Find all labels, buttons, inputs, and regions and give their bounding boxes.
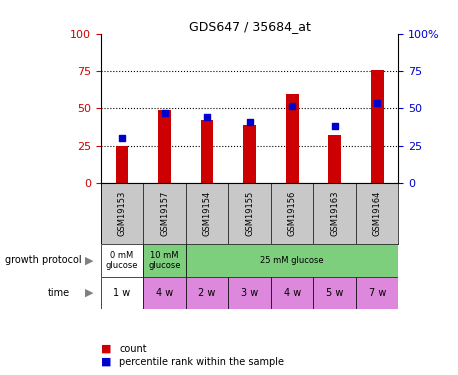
Bar bbox=[286, 93, 299, 183]
Text: ▶: ▶ bbox=[85, 255, 93, 266]
Bar bbox=[115, 146, 128, 183]
Text: GSM19156: GSM19156 bbox=[288, 191, 297, 236]
Text: ■: ■ bbox=[101, 357, 111, 367]
Bar bbox=[371, 70, 383, 183]
Text: ▶: ▶ bbox=[85, 288, 93, 298]
Text: growth protocol: growth protocol bbox=[5, 255, 81, 266]
Bar bbox=[101, 277, 143, 309]
Bar bbox=[328, 135, 341, 183]
Text: GSM19164: GSM19164 bbox=[373, 191, 382, 236]
Text: GSM19163: GSM19163 bbox=[330, 191, 339, 236]
Text: percentile rank within the sample: percentile rank within the sample bbox=[119, 357, 284, 367]
Text: 1 w: 1 w bbox=[114, 288, 131, 298]
Text: 10 mM
glucose: 10 mM glucose bbox=[148, 251, 181, 270]
Bar bbox=[356, 277, 398, 309]
Text: 2 w: 2 w bbox=[198, 288, 216, 298]
Bar bbox=[229, 277, 271, 309]
Text: 25 mM glucose: 25 mM glucose bbox=[260, 256, 324, 265]
Point bbox=[118, 135, 125, 141]
Point bbox=[203, 114, 211, 120]
Bar bbox=[201, 120, 213, 183]
Text: ■: ■ bbox=[101, 344, 111, 354]
Bar bbox=[143, 277, 186, 309]
Text: GSM19154: GSM19154 bbox=[202, 191, 212, 236]
Bar bbox=[186, 244, 398, 277]
Text: 5 w: 5 w bbox=[326, 288, 344, 298]
Bar bbox=[313, 277, 356, 309]
Text: time: time bbox=[48, 288, 70, 298]
Bar bbox=[186, 277, 229, 309]
Text: GSM19153: GSM19153 bbox=[118, 191, 126, 236]
Point bbox=[289, 102, 296, 108]
Bar bbox=[243, 125, 256, 183]
Title: GDS647 / 35684_at: GDS647 / 35684_at bbox=[189, 20, 311, 33]
Text: count: count bbox=[119, 344, 147, 354]
Bar bbox=[271, 277, 313, 309]
Point bbox=[374, 99, 381, 105]
Point bbox=[161, 110, 168, 116]
Text: 0 mM
glucose: 0 mM glucose bbox=[106, 251, 138, 270]
Text: 3 w: 3 w bbox=[241, 288, 258, 298]
Point bbox=[246, 119, 253, 125]
Point bbox=[331, 123, 338, 129]
Text: 4 w: 4 w bbox=[156, 288, 173, 298]
Text: 7 w: 7 w bbox=[369, 288, 386, 298]
Bar bbox=[158, 110, 171, 183]
Text: GSM19157: GSM19157 bbox=[160, 191, 169, 236]
Text: GSM19155: GSM19155 bbox=[245, 191, 254, 236]
Bar bbox=[143, 244, 186, 277]
Text: 4 w: 4 w bbox=[284, 288, 301, 298]
Bar bbox=[101, 244, 143, 277]
